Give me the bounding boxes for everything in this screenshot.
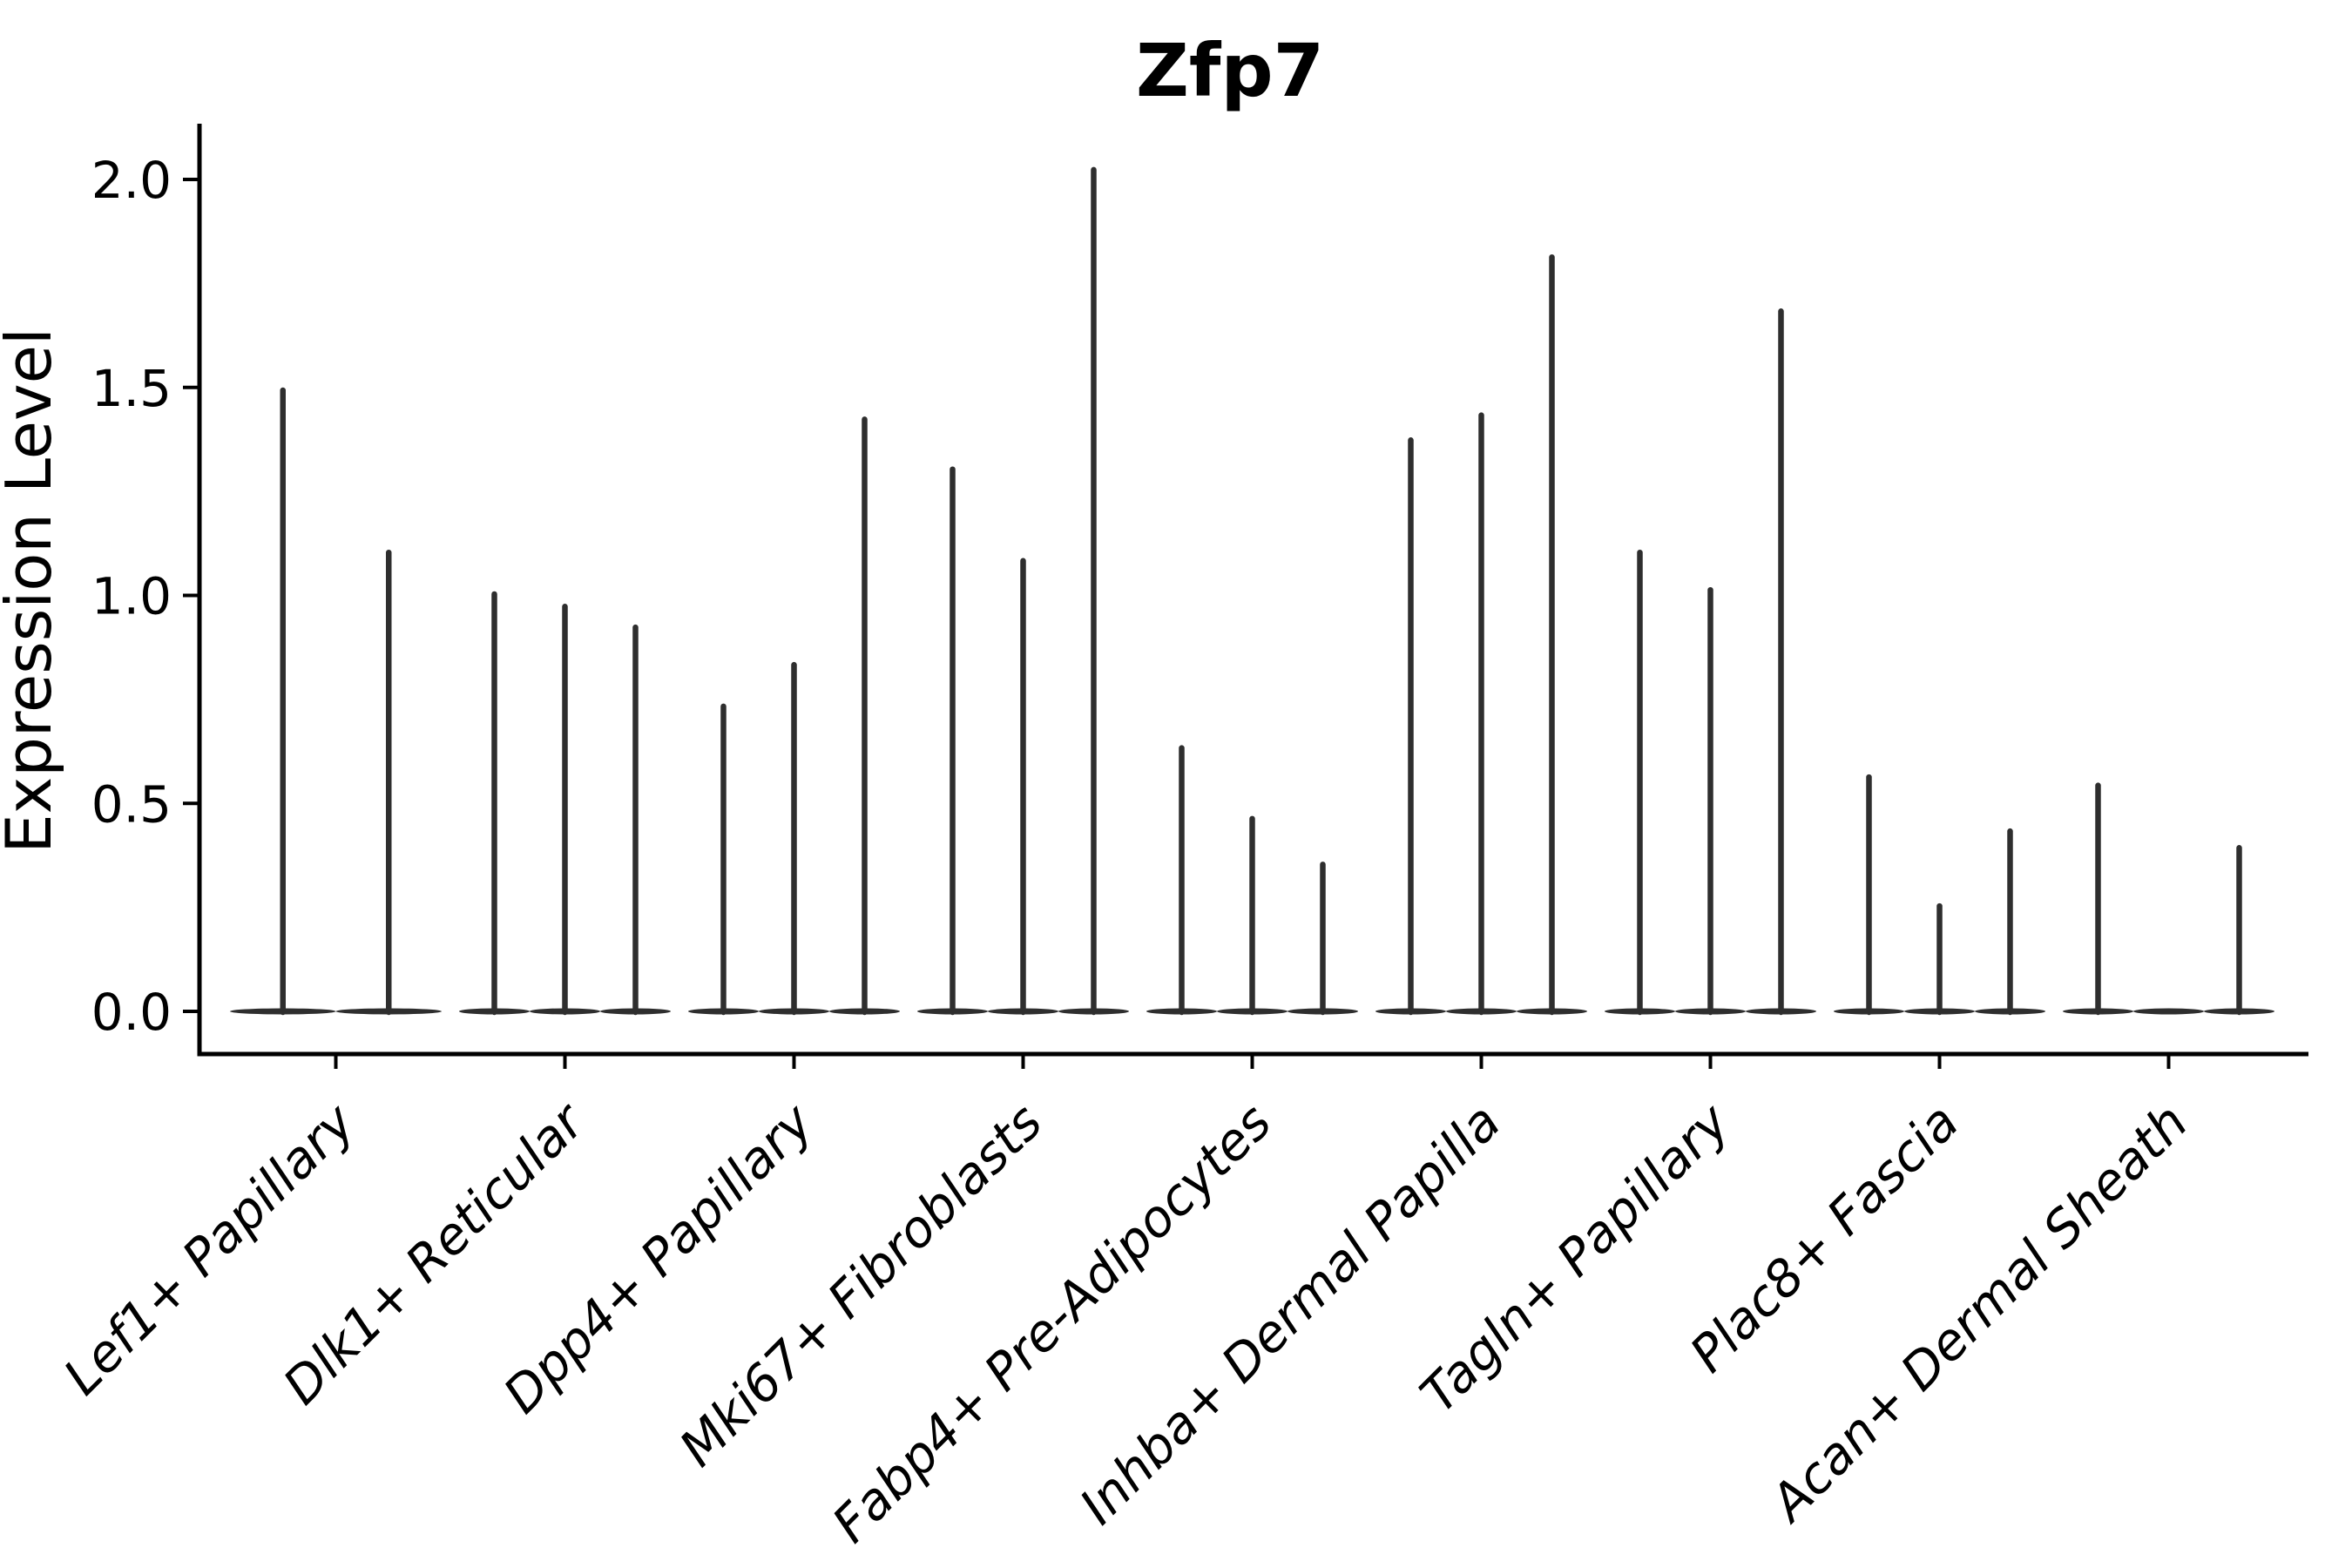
violin-base	[2133, 1008, 2204, 1015]
violin-series	[230, 166, 2274, 1016]
chart-title: Zfp7	[1136, 28, 1324, 113]
y-tick-label: 0.5	[91, 774, 172, 834]
x-tick-label: Acan+ Dermal Sheath	[1757, 1092, 2200, 1535]
y-axis: 0.0 0.5 1.0 1.5 2.0	[91, 124, 202, 1057]
y-tick-label: 0.0	[91, 983, 172, 1042]
x-tick-label: Inhba+ Dermal Papilla	[1068, 1092, 1511, 1536]
y-tick-label: 1.0	[91, 567, 172, 626]
x-tick-label: Fabp4+ Pre-Adipocytes	[821, 1092, 1282, 1554]
y-tick-label: 1.5	[91, 359, 172, 418]
y-tick-label: 2.0	[91, 151, 172, 210]
y-axis-title: Expression Level	[0, 328, 65, 854]
